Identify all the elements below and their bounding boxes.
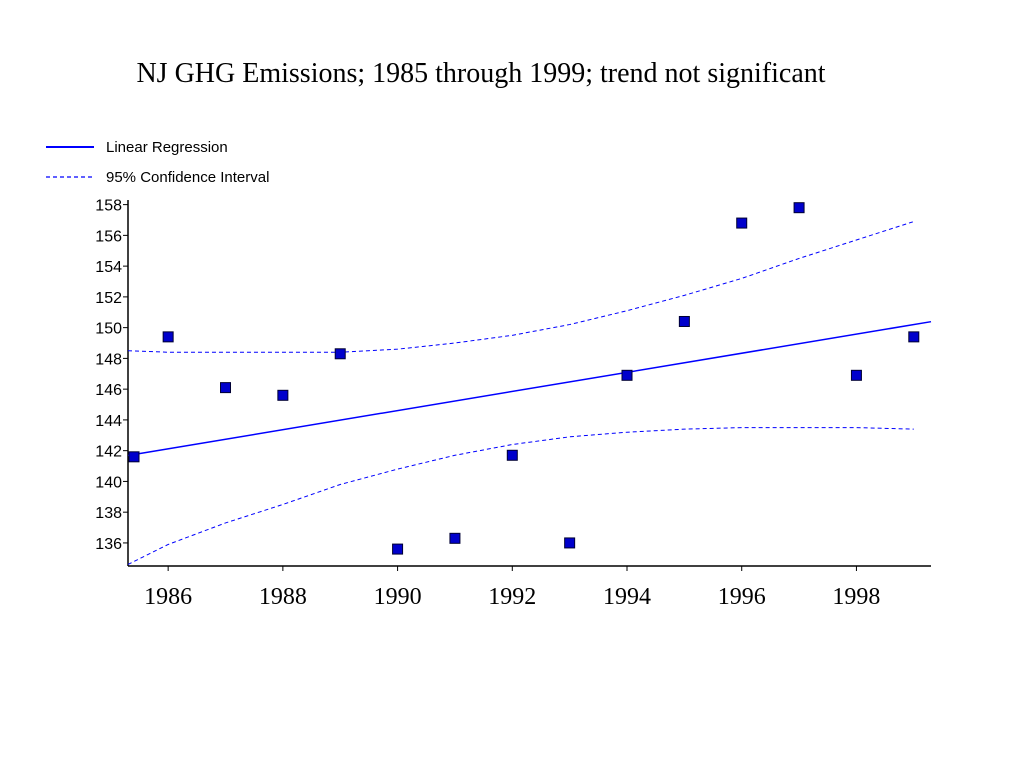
data-point xyxy=(162,331,174,343)
plot-area: 136 138 140 142 144 146 148 150 152 154 156 158 1986… xyxy=(95,198,932,610)
y-tick-label: 138 xyxy=(95,505,122,522)
data-point xyxy=(334,348,346,360)
legend-entry-confidence-interval: 95% Confidence Interval xyxy=(106,169,269,186)
chart-title: NJ GHG Emissions; 1985 through 1999; tre… xyxy=(136,58,826,89)
data-point xyxy=(678,315,690,327)
y-tick-label: 150 xyxy=(95,321,122,338)
data-point xyxy=(736,217,748,229)
y-tick-label: 146 xyxy=(95,382,122,399)
y-tick-label: 158 xyxy=(95,198,122,215)
y-tick-label: 152 xyxy=(95,290,122,307)
x-tick-label: 1996 xyxy=(718,584,766,610)
data-point xyxy=(128,451,140,463)
y-tick-label: 140 xyxy=(95,474,122,491)
ci-upper-line xyxy=(127,221,914,353)
y-tick-label: 148 xyxy=(95,351,122,368)
y-tick-label: 136 xyxy=(95,536,122,553)
data-point xyxy=(793,202,805,214)
data-point xyxy=(506,449,518,461)
y-tick-label: 142 xyxy=(95,444,122,461)
data-point xyxy=(220,382,232,394)
y-tick-label: 156 xyxy=(95,228,122,245)
data-point xyxy=(449,532,461,544)
data-point xyxy=(277,389,289,401)
data-point xyxy=(908,331,920,343)
legend: Linear Regression 95% Confidence Interva… xyxy=(46,139,269,186)
x-tick-label: 1988 xyxy=(259,584,307,610)
ci-lower-line xyxy=(127,427,914,565)
data-point xyxy=(850,369,862,381)
x-tick-label: 1986 xyxy=(144,584,192,610)
y-tick-label: 154 xyxy=(95,259,122,276)
x-tick-label: 1998 xyxy=(832,584,880,610)
data-point xyxy=(392,543,404,555)
data-point xyxy=(564,537,576,549)
regression-line xyxy=(127,320,932,457)
y-tick-label: 144 xyxy=(95,413,122,430)
x-tick-label: 1992 xyxy=(488,584,536,610)
data-point xyxy=(621,369,633,381)
x-tick-label: 1990 xyxy=(374,584,422,610)
legend-entry-linear-regression: Linear Regression xyxy=(106,139,228,156)
x-tick-label: 1994 xyxy=(603,584,651,610)
